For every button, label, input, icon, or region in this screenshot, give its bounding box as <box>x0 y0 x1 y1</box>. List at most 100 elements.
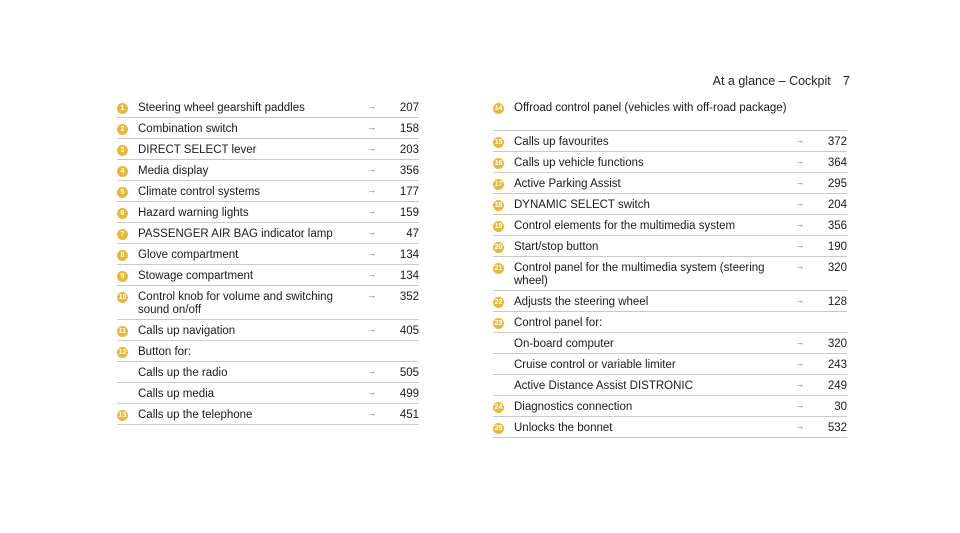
item-label: Control panel for the multimedia system … <box>514 262 765 287</box>
item-number-badge: 7 <box>117 229 128 240</box>
item-number-badge: 21 <box>493 263 504 274</box>
item-label: Calls up the radio <box>138 367 228 379</box>
page-reference[interactable]: 177 <box>399 186 419 198</box>
arrow-right-icon: → <box>367 206 376 216</box>
item-number-badge: 24 <box>493 402 504 413</box>
page-reference[interactable]: 159 <box>399 207 419 219</box>
item-label: Diagnostics connection <box>514 401 633 413</box>
index-row: 6 Hazard warning lights → 159 <box>117 202 419 223</box>
item-label: Unlocks the bonnet <box>514 422 613 434</box>
page-reference[interactable]: 532 <box>827 422 847 434</box>
item-label: Hazard warning lights <box>138 207 249 219</box>
item-label: Glove compartment <box>138 249 239 261</box>
item-number-badge: 23 <box>493 318 504 329</box>
page-reference[interactable]: 190 <box>827 241 847 253</box>
arrow-right-icon: → <box>795 337 804 347</box>
arrow-right-icon: → <box>795 156 804 166</box>
page-reference[interactable]: 203 <box>399 144 419 156</box>
item-number-badge: 13 <box>117 410 128 421</box>
item-number-badge: 8 <box>117 250 128 261</box>
page-reference[interactable]: 207 <box>399 102 419 114</box>
arrow-right-icon: → <box>367 122 376 132</box>
index-row: 15 Calls up favourites → 372 <box>493 131 847 152</box>
index-row: 12 Button for: <box>117 341 419 362</box>
item-number-badge: 3 <box>117 145 128 156</box>
page-reference[interactable]: 320 <box>827 338 847 350</box>
left-index-column: 1 Steering wheel gearshift paddles → 207 2 Co… <box>117 97 419 425</box>
index-row: 17 Active Parking Assist → 295 <box>493 173 847 194</box>
item-label: DYNAMIC SELECT switch <box>514 199 650 211</box>
page-reference[interactable]: 356 <box>827 220 847 232</box>
item-number-badge: 16 <box>493 158 504 169</box>
index-row: 22 Adjusts the steering wheel → 128 <box>493 291 847 312</box>
page-reference[interactable]: 505 <box>399 367 419 379</box>
page-reference[interactable]: 295 <box>827 178 847 190</box>
page-reference[interactable]: 47 <box>406 228 419 240</box>
page-reference[interactable]: 320 <box>827 262 847 274</box>
index-row: 24 Diagnostics connection → 30 <box>493 396 847 417</box>
item-label: Control panel for: <box>514 317 603 329</box>
item-number-badge: 12 <box>117 347 128 358</box>
arrow-right-icon: → <box>367 101 376 111</box>
index-row: 7 PASSENGER AIR BAG indicator lamp → 47 <box>117 223 419 244</box>
index-row: 21 Control panel for the multimedia syste… <box>493 257 847 291</box>
page-reference[interactable]: 134 <box>399 249 419 261</box>
page-header: At a glance – Cockpit 7 <box>713 73 850 88</box>
item-label: Calls up navigation <box>138 325 236 337</box>
arrow-right-icon: → <box>795 261 804 271</box>
item-number-badge: 1 <box>117 103 128 114</box>
item-label: Cruise control or variable limiter <box>514 359 676 371</box>
index-row: Calls up the radio → 505 <box>117 362 419 383</box>
item-label: Calls up vehicle functions <box>514 157 644 169</box>
arrow-right-icon: → <box>367 269 376 279</box>
item-number-badge: 15 <box>493 137 504 148</box>
page-reference[interactable]: 204 <box>827 199 847 211</box>
page-reference[interactable]: 158 <box>399 123 419 135</box>
page-reference[interactable]: 372 <box>827 136 847 148</box>
item-label: Calls up media <box>138 388 215 400</box>
item-number-badge: 20 <box>493 242 504 253</box>
index-row: 14 Offroad control panel (vehicles with o… <box>493 97 847 131</box>
arrow-right-icon: → <box>367 366 376 376</box>
arrow-right-icon: → <box>367 248 376 258</box>
index-row: 9 Stowage compartment → 134 <box>117 265 419 286</box>
arrow-right-icon: → <box>795 379 804 389</box>
page-reference[interactable]: 364 <box>827 157 847 169</box>
arrow-right-icon: → <box>795 177 804 187</box>
item-label: Steering wheel gearshift paddles <box>138 102 305 114</box>
item-label: PASSENGER AIR BAG indicator lamp <box>138 228 333 240</box>
item-number-badge: 10 <box>117 292 128 303</box>
index-row: 3 DIRECT SELECT lever → 203 <box>117 139 419 160</box>
item-label: Calls up favourites <box>514 136 609 148</box>
page-reference[interactable]: 352 <box>399 291 419 303</box>
page-number: 7 <box>842 73 850 88</box>
item-number-badge: 22 <box>493 297 504 308</box>
arrow-right-icon: → <box>795 295 804 305</box>
page-reference[interactable]: 249 <box>827 380 847 392</box>
index-row: 4 Media display → 356 <box>117 160 419 181</box>
index-row: 1 Steering wheel gearshift paddles → 207 <box>117 97 419 118</box>
arrow-right-icon: → <box>795 135 804 145</box>
page-reference[interactable]: 243 <box>827 359 847 371</box>
index-row: 20 Start/stop button → 190 <box>493 236 847 257</box>
index-row: 16 Calls up vehicle functions → 364 <box>493 152 847 173</box>
item-number-badge: 11 <box>117 326 128 337</box>
item-label: Calls up the telephone <box>138 409 253 421</box>
index-row: 13 Calls up the telephone → 451 <box>117 404 419 425</box>
page-reference[interactable]: 30 <box>834 401 847 413</box>
item-label: Adjusts the steering wheel <box>514 296 649 308</box>
arrow-right-icon: → <box>367 227 376 237</box>
item-label: Active Parking Assist <box>514 178 621 190</box>
page-reference[interactable]: 499 <box>399 388 419 400</box>
page-reference[interactable]: 451 <box>399 409 419 421</box>
index-row: Active Distance Assist DISTRONIC → 249 <box>493 375 847 396</box>
item-label: Combination switch <box>138 123 238 135</box>
page-reference[interactable]: 134 <box>399 270 419 282</box>
index-row: 2 Combination switch → 158 <box>117 118 419 139</box>
index-row: On-board computer → 320 <box>493 333 847 354</box>
index-row: 19 Control elements for the multimedia sy… <box>493 215 847 236</box>
page-reference[interactable]: 128 <box>827 296 847 308</box>
page-reference[interactable]: 356 <box>399 165 419 177</box>
page-reference[interactable]: 405 <box>399 325 419 337</box>
item-number-badge: 6 <box>117 208 128 219</box>
